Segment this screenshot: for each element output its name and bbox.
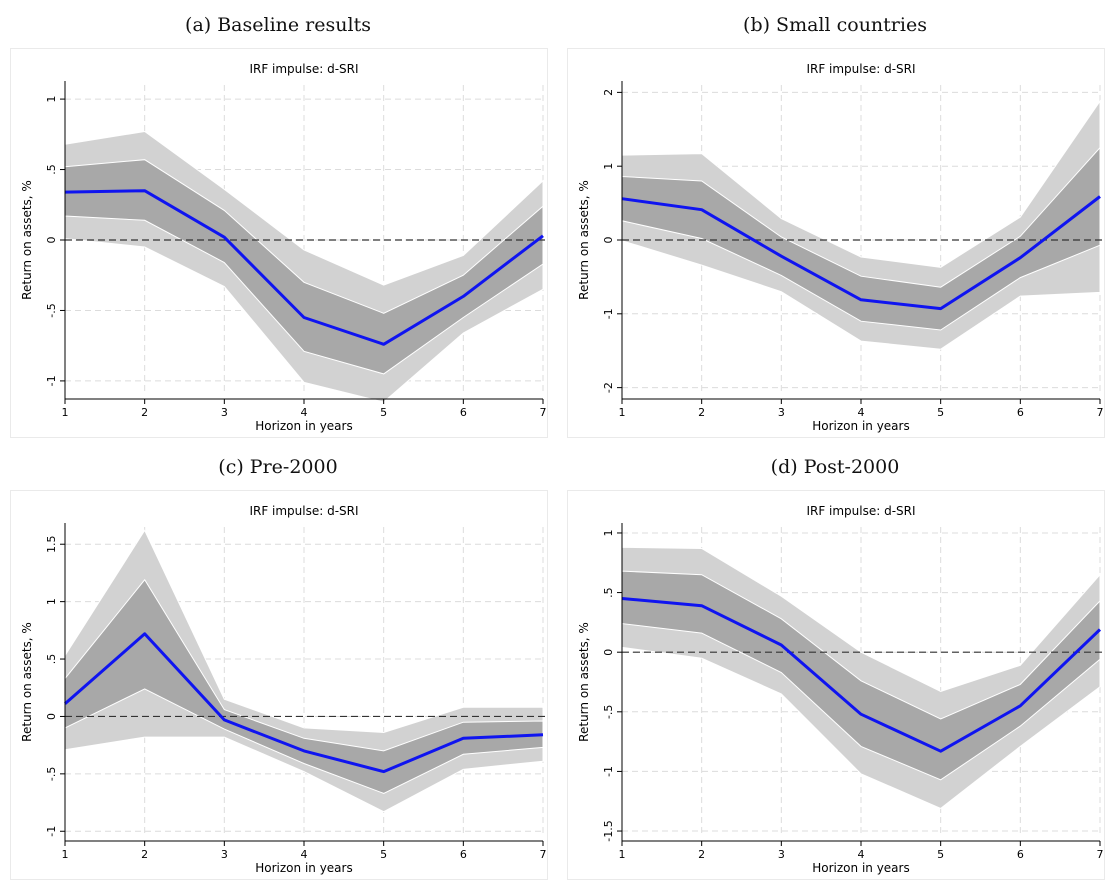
x-tick-label: 3 bbox=[221, 848, 228, 861]
x-tick-label: 5 bbox=[937, 406, 944, 419]
x-tick-label: 3 bbox=[221, 406, 228, 419]
y-tick-label: -1.5 bbox=[602, 820, 615, 841]
x-tick-label: 1 bbox=[619, 848, 626, 861]
chart-title: IRF impulse: d-SRI bbox=[806, 62, 915, 76]
chart-title: IRF impulse: d-SRI bbox=[806, 504, 915, 518]
panel-b: (b) Small countries IRF impulse: d-SRI -2… bbox=[557, 0, 1113, 442]
x-tick-label: 7 bbox=[1097, 406, 1104, 419]
x-tick-label: 3 bbox=[778, 848, 785, 861]
x-tick-label: 2 bbox=[141, 406, 148, 419]
y-tick-label: -2 bbox=[602, 382, 615, 393]
panel-caption: (a) Baseline results bbox=[185, 14, 371, 36]
irf-estimate-line bbox=[621, 597, 1102, 753]
x-tick-label: 5 bbox=[380, 848, 387, 861]
x-tick-label: 1 bbox=[62, 406, 69, 419]
inner-confidence-band bbox=[64, 578, 544, 794]
x-tick-label: 1 bbox=[619, 406, 626, 419]
x-axis-label: Horizon in years bbox=[812, 419, 909, 433]
panel-c: (c) Pre-2000 IRF impulse: d-SRI -1 -.5 0 .5 1… bbox=[0, 442, 556, 884]
plot-area: IRF impulse: d-SRI -1.5 -1 -.5 0 .5 1 1 2 3 4 5 6 7 Ho… bbox=[567, 490, 1105, 880]
y-tick-label: 1 bbox=[602, 163, 615, 170]
irf-chart: IRF impulse: d-SRI -1.5 -1 -.5 0 .5 1 1 2 3 4 5 6 7 Ho… bbox=[577, 504, 1104, 875]
y-tick-label: 1 bbox=[45, 96, 58, 103]
x-axis-label: Horizon in years bbox=[255, 861, 352, 875]
y-tick-label: -.5 bbox=[602, 705, 615, 719]
y-axis-label: Return on assets, % bbox=[20, 622, 34, 742]
x-tick-label: 3 bbox=[778, 406, 785, 419]
y-tick-label: -.5 bbox=[45, 303, 58, 317]
y-tick-label: 0 bbox=[602, 237, 615, 244]
plot-area: IRF impulse: d-SRI -1 -.5 0 .5 1 1 2 3 4 5 6 7 Horizo… bbox=[10, 48, 548, 438]
y-tick-label: -1 bbox=[45, 375, 58, 386]
y-axis-label: Return on assets, % bbox=[577, 622, 591, 742]
y-tick-label: .5 bbox=[602, 587, 615, 598]
y-tick-label: 0 bbox=[45, 237, 58, 244]
y-axis-label: Return on assets, % bbox=[577, 180, 591, 300]
y-tick-label: 0 bbox=[602, 649, 615, 656]
y-tick-label: 0 bbox=[45, 713, 58, 720]
x-tick-label: 4 bbox=[301, 406, 308, 419]
x-tick-label: 4 bbox=[858, 406, 865, 419]
irf-estimate-line bbox=[64, 632, 544, 774]
x-tick-label: 1 bbox=[62, 848, 69, 861]
y-tick-label: -1 bbox=[602, 766, 615, 777]
y-tick-label: -.5 bbox=[45, 767, 58, 781]
irf-chart: IRF impulse: d-SRI -1 -.5 0 .5 1 1.5 1 2 3 4 5 6 7 Hor… bbox=[20, 504, 547, 875]
x-tick-label: 6 bbox=[1017, 848, 1024, 861]
x-tick-label: 5 bbox=[937, 848, 944, 861]
irf-chart: IRF impulse: d-SRI -1 -.5 0 .5 1 1 2 3 4 5 6 7 Horizo… bbox=[20, 62, 547, 433]
plot-area: IRF impulse: d-SRI -1 -.5 0 .5 1 1.5 1 2 3 4 5 6 7 Hor… bbox=[10, 490, 548, 880]
x-tick-label: 2 bbox=[698, 406, 705, 419]
panel-caption: (c) Pre-2000 bbox=[218, 456, 338, 478]
panel-caption: (d) Post-2000 bbox=[770, 456, 900, 478]
irf-estimate-line bbox=[64, 189, 544, 346]
y-tick-label: 2 bbox=[602, 89, 615, 96]
chart-title: IRF impulse: d-SRI bbox=[249, 62, 358, 76]
y-tick-label: -1 bbox=[602, 308, 615, 319]
x-tick-label: 6 bbox=[460, 848, 467, 861]
y-axis-label: Return on assets, % bbox=[20, 180, 34, 300]
x-axis-label: Horizon in years bbox=[812, 861, 909, 875]
panel-a: (a) Baseline results IRF impulse: d-SRI -… bbox=[0, 0, 556, 442]
x-tick-label: 4 bbox=[301, 848, 308, 861]
y-tick-label: -1 bbox=[45, 826, 58, 837]
x-tick-label: 2 bbox=[141, 848, 148, 861]
x-tick-label: 6 bbox=[1017, 406, 1024, 419]
x-tick-label: 5 bbox=[380, 406, 387, 419]
chart-title: IRF impulse: d-SRI bbox=[249, 504, 358, 518]
panel-d: (d) Post-2000 IRF impulse: d-SRI -1.5 -1 -.… bbox=[557, 442, 1113, 884]
x-tick-label: 4 bbox=[858, 848, 865, 861]
plot-area: IRF impulse: d-SRI -2 -1 0 1 2 1 2 3 4 5 6 7 Horizon … bbox=[567, 48, 1105, 438]
x-axis-label: Horizon in years bbox=[255, 419, 352, 433]
y-tick-label: 1 bbox=[45, 598, 58, 605]
x-tick-label: 6 bbox=[460, 406, 467, 419]
irf-chart: IRF impulse: d-SRI -2 -1 0 1 2 1 2 3 4 5 6 7 Horizon … bbox=[577, 62, 1104, 433]
panel-caption: (b) Small countries bbox=[743, 14, 927, 36]
x-tick-label: 2 bbox=[698, 848, 705, 861]
irf-estimate-line bbox=[621, 195, 1101, 311]
x-tick-label: 7 bbox=[540, 406, 547, 419]
y-tick-label: 1 bbox=[602, 529, 615, 536]
y-tick-label: 1.5 bbox=[45, 535, 58, 553]
x-tick-label: 7 bbox=[540, 848, 547, 861]
y-tick-label: .5 bbox=[45, 654, 58, 665]
x-tick-label: 7 bbox=[1097, 848, 1104, 861]
y-tick-label: .5 bbox=[45, 164, 58, 175]
